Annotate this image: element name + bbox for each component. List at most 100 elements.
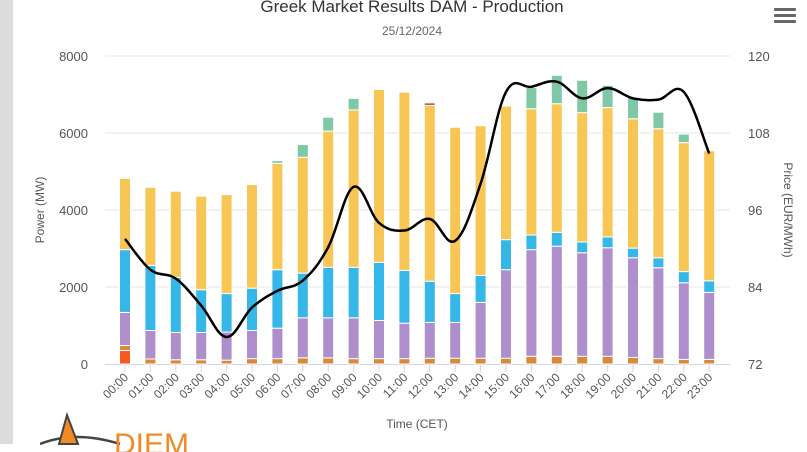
bar-segment-4: [474, 125, 487, 276]
bars: [119, 74, 716, 365]
diem-logo: DIEM: [40, 412, 189, 452]
y-tick-label: 4000: [59, 203, 88, 218]
bar-segment-3: [347, 266, 360, 319]
x-tick-label: 11:00: [380, 370, 411, 401]
bar-segment-1: [500, 357, 512, 365]
bar-segment-2: [500, 269, 512, 359]
bar-segment-1: [296, 357, 309, 365]
bar-segment-3: [576, 241, 589, 254]
bar-segment-1: [601, 355, 614, 365]
chart-title: Greek Market Results DAM - Production: [260, 0, 564, 16]
bar-segment-2: [652, 267, 665, 360]
bar-segment-2: [525, 249, 538, 357]
y-axis-title: Power (MW): [33, 177, 47, 244]
x-tick-label: 10:00: [354, 370, 385, 401]
bar-segment-4: [296, 156, 309, 274]
bar-segment-3: [169, 276, 182, 333]
bar-segment-6: [601, 84, 614, 109]
y-tick-label: 6000: [59, 126, 88, 141]
y-tick-label: 0: [81, 357, 88, 372]
bar-segment-2: [677, 282, 690, 360]
bar-segment-3: [703, 280, 716, 293]
x-tick-label: 03:00: [176, 370, 207, 401]
x-tick-label: 00:00: [100, 370, 131, 401]
bar-segment-4: [398, 91, 411, 271]
bar-segment-4: [627, 118, 639, 249]
bar-segment-6: [296, 144, 309, 158]
x-tick-label: 14:00: [456, 370, 487, 401]
bar-segment-4: [703, 150, 716, 282]
bar-segment-4: [550, 103, 563, 233]
bar-segment-1: [576, 355, 589, 365]
page-side-strip: [0, 0, 13, 444]
bar-segment-6: [652, 111, 665, 130]
x-axis-title: Time (CET): [386, 417, 448, 431]
bar-segment-6: [271, 160, 284, 164]
bar-segment-3: [652, 257, 665, 269]
x-tick-label: 21:00: [633, 370, 664, 401]
bar-segment-1: [246, 358, 258, 365]
bar-segment-4: [169, 190, 182, 278]
bar-segment-3: [271, 269, 284, 329]
x-tick-label: 04:00: [202, 370, 233, 401]
bar-segment-1: [677, 358, 690, 365]
bar-segment-4: [677, 142, 690, 273]
bar-segment-1: [703, 358, 716, 365]
bar-segment-1: [195, 359, 208, 365]
bar-segment-1: [347, 358, 360, 365]
price-line: [124, 79, 711, 339]
bar-segment-3: [677, 271, 690, 284]
bar-segment-4: [271, 162, 284, 271]
y2-tick-label: 84: [748, 280, 762, 295]
x-tick-label: 08:00: [303, 370, 334, 401]
bar-segment-2: [271, 327, 284, 360]
bar-segment-4: [652, 128, 665, 259]
bar-segment-2: [474, 301, 487, 359]
y2-tick-label: 120: [748, 49, 770, 64]
bar-segment-3: [246, 287, 258, 332]
x-tick-label: 22:00: [659, 370, 690, 401]
bar-segment-4: [423, 104, 436, 282]
bar-segment-1: [627, 356, 639, 365]
bar-segment-2: [246, 330, 258, 360]
bar-segment-1: [474, 357, 487, 365]
y2-tick-label: 96: [748, 203, 762, 218]
x-tick-label: 01:00: [125, 370, 156, 401]
bar-segment-2: [296, 317, 309, 359]
x-tick-labels: 00:0001:0002:0003:0004:0005:0006:0007:00…: [100, 370, 716, 401]
bar-segment-3: [500, 239, 512, 271]
hamburger-icon[interactable]: [774, 6, 796, 24]
bar-segment-3: [627, 247, 639, 259]
bar-segment-1: [373, 358, 385, 365]
bar-segment-6: [550, 74, 563, 105]
chart-subtitle: 25/12/2024: [381, 24, 443, 38]
bar-segment-4: [576, 112, 589, 243]
bar-segment-3: [119, 249, 131, 313]
bar-segment-1: [398, 358, 411, 365]
x-tick-label: 15:00: [481, 370, 512, 401]
x-tick-label: 05:00: [227, 370, 258, 401]
bar-segment-4: [449, 126, 462, 295]
bar-segment-2: [169, 331, 182, 361]
bar-segment-4: [601, 107, 614, 238]
bar-segment-6: [322, 116, 335, 132]
y2-tick-label: 108: [748, 126, 770, 141]
bar-segment-4: [246, 184, 258, 289]
bar-segment-3: [550, 231, 563, 247]
bar-segment-2: [423, 321, 436, 359]
bar-segment-2: [449, 321, 462, 359]
x-tick-label: 06:00: [252, 370, 283, 401]
bar-segment-1: [652, 358, 665, 365]
bar-segment-4: [220, 194, 233, 295]
bar-segment-4: [119, 177, 131, 251]
bar-segment-2: [322, 317, 335, 359]
gridlines: [105, 55, 730, 372]
bar-segment-6: [525, 87, 538, 110]
bar-segment-2: [347, 317, 360, 360]
bar-segment-1: [550, 355, 563, 365]
x-tick-label: 23:00: [684, 370, 715, 401]
bar-segment-1: [169, 359, 182, 365]
bar-segment-3: [449, 293, 462, 323]
y-tick-label: 8000: [59, 49, 88, 64]
